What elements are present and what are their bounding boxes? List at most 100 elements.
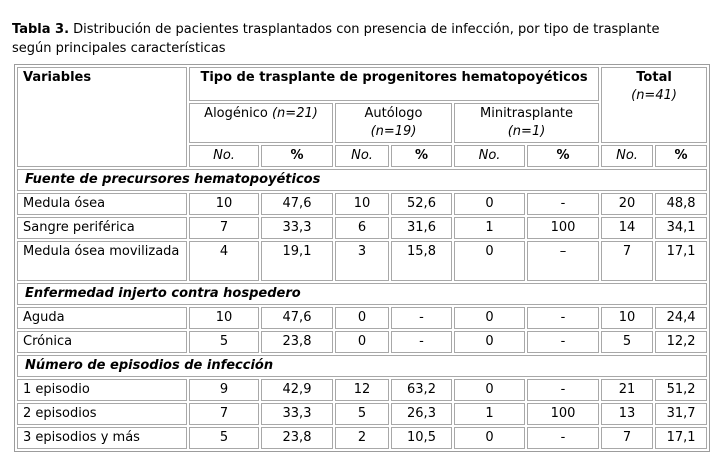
table-cell: 23,8 <box>261 427 333 449</box>
table-cell: 1 <box>454 217 525 239</box>
percent-header: % <box>527 145 600 167</box>
table-cell: 42,9 <box>261 379 333 401</box>
table-cell: 26,3 <box>391 403 452 425</box>
table-cell: 13 <box>601 403 654 425</box>
table-cell: 19,1 <box>261 241 333 281</box>
percent-header: % <box>261 145 333 167</box>
table-cell: 24,4 <box>655 307 708 329</box>
subgroup-n-count: (n=19) <box>370 124 417 139</box>
table-cell: 100 <box>527 217 600 239</box>
row-label: 1 episodio <box>17 379 187 401</box>
table-cell: 5 <box>189 427 259 449</box>
table-cell: 33,3 <box>261 217 333 239</box>
table-cell: 0 <box>454 331 525 353</box>
table-cell: 17,1 <box>655 427 708 449</box>
table-cell: 10 <box>335 193 389 215</box>
count-header: No. <box>189 145 259 167</box>
table-cell: 2 <box>335 427 389 449</box>
subgroup-header-autologo: Autólogo (n=19) <box>335 103 452 143</box>
table-cell: 10 <box>189 307 259 329</box>
section-header-row: Número de episodios de infección <box>17 355 708 377</box>
table-cell: 47,6 <box>261 193 333 215</box>
subgroup-name: Autólogo <box>364 106 423 121</box>
table-cell: 21 <box>601 379 654 401</box>
row-label: Medula ósea <box>17 193 187 215</box>
table-cell: 51,2 <box>655 379 708 401</box>
subgroup-name: Alogénico <box>204 106 268 121</box>
table-cell: 5 <box>335 403 389 425</box>
column-header-variables: Variables <box>17 67 187 167</box>
table-cell: 7 <box>189 217 259 239</box>
table-cell: 7 <box>601 241 654 281</box>
table-cell: 0 <box>454 427 525 449</box>
data-table: Variables Tipo de trasplante de progenit… <box>14 64 711 452</box>
table-cell: 14 <box>601 217 654 239</box>
row-label: Crónica <box>17 331 187 353</box>
table-cell: 0 <box>454 241 525 281</box>
header-row-measures: No. % No. % No. % No. % <box>17 145 708 167</box>
table-row: Medula ósea 10 47,6 10 52,6 0 - 20 48,8 <box>17 193 708 215</box>
count-header: No. <box>335 145 389 167</box>
table-cell: - <box>391 307 452 329</box>
row-label: Aguda <box>17 307 187 329</box>
table-cell: 4 <box>189 241 259 281</box>
table-cell: - <box>527 379 600 401</box>
table-cell: 7 <box>189 403 259 425</box>
table-caption: Tabla 3. Distribución de pacientes trasp… <box>12 20 660 58</box>
table-cell: 52,6 <box>391 193 452 215</box>
table-cell: 31,6 <box>391 217 452 239</box>
table-cell: 7 <box>601 427 654 449</box>
count-header: No. <box>454 145 525 167</box>
table-row: Sangre periférica 7 33,3 6 31,6 1 100 14… <box>17 217 708 239</box>
table-cell: 9 <box>189 379 259 401</box>
table-row: 3 episodios y más 5 23,8 2 10,5 0 - 7 17… <box>17 427 708 449</box>
subgroup-n-count: (n=21) <box>271 106 318 121</box>
table-cell: 12 <box>335 379 389 401</box>
table-cell: 1 <box>454 403 525 425</box>
table-cell: 33,3 <box>261 403 333 425</box>
header-row-subgroups: Alogénico (n=21) Autólogo (n=19) Minitra… <box>17 103 707 143</box>
table-cell: 0 <box>454 193 525 215</box>
table-cell: 20 <box>601 193 654 215</box>
table-cell: 3 <box>335 241 389 281</box>
table-cell: 10,5 <box>391 427 452 449</box>
subgroup-header-alogenico: Alogénico (n=21) <box>189 103 333 143</box>
count-header: No. <box>601 145 654 167</box>
total-n-count: (n=41) <box>631 88 677 103</box>
percent-header: % <box>391 145 452 167</box>
table-row: 1 episodio 9 42,9 12 63,2 0 - 21 51,2 <box>17 379 708 401</box>
column-header-total: Total (n=41) <box>601 67 708 143</box>
table-cell: 0 <box>454 379 525 401</box>
table-row: Crónica 5 23,8 0 - 0 - 5 12,2 <box>17 331 708 353</box>
section-header-row: Fuente de precursores hematopoyéticos <box>17 169 708 191</box>
table-cell: 6 <box>335 217 389 239</box>
table-cell: 15,8 <box>391 241 452 281</box>
table-cell: 12,2 <box>655 331 708 353</box>
table-cell: 10 <box>601 307 654 329</box>
row-label: Sangre periférica <box>17 217 187 239</box>
table-row: 2 episodios 7 33,3 5 26,3 1 100 13 31,7 <box>17 403 708 425</box>
table-cell: - <box>527 307 600 329</box>
section-header-row: Enfermedad injerto contra hospedero <box>17 283 708 305</box>
table-caption-label: Tabla 3. <box>12 22 70 37</box>
table-cell: 34,1 <box>655 217 708 239</box>
table-cell: 31,7 <box>655 403 708 425</box>
table-cell: 23,8 <box>261 331 333 353</box>
total-label: Total <box>636 70 672 85</box>
row-label: Medula ósea movilizada <box>17 241 187 281</box>
table-row: Medula ósea movilizada 4 19,1 3 15,8 0 –… <box>17 241 708 281</box>
table-cell: 48,8 <box>655 193 708 215</box>
table-cell: 0 <box>454 307 525 329</box>
table-cell: 10 <box>189 193 259 215</box>
table-row: Aguda 10 47,6 0 - 0 - 10 24,4 <box>17 307 708 329</box>
table-cell: 17,1 <box>655 241 708 281</box>
table-cell: - <box>527 331 600 353</box>
row-label: 2 episodios <box>17 403 187 425</box>
section-header: Fuente de precursores hematopoyéticos <box>17 169 708 191</box>
table-cell: - <box>527 193 600 215</box>
table-cell: 47,6 <box>261 307 333 329</box>
table-cell: – <box>527 241 600 281</box>
subgroup-header-minitrasplante: Minitrasplante (n=1) <box>454 103 600 143</box>
table-cell: 63,2 <box>391 379 452 401</box>
